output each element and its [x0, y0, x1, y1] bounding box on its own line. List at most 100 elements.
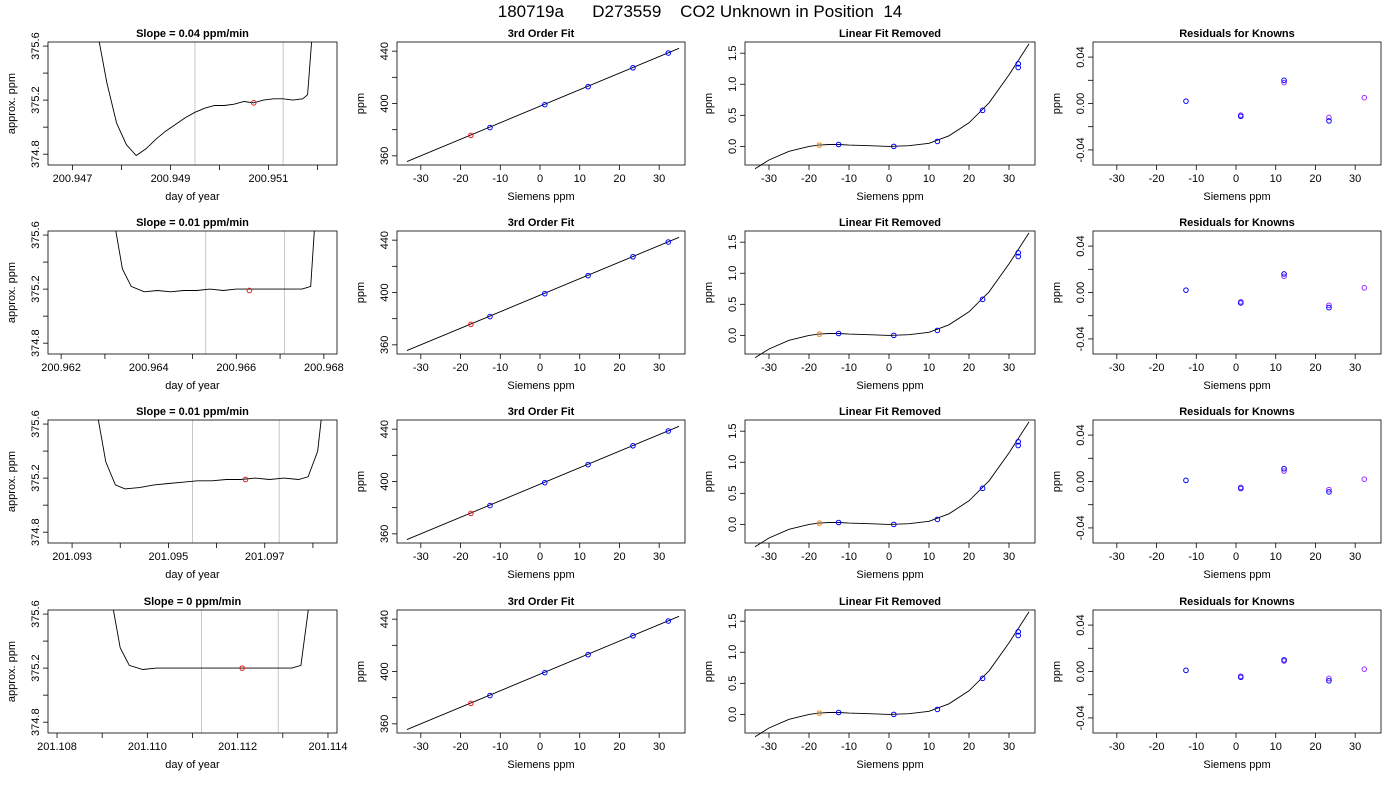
- known-point: [585, 461, 591, 468]
- y-tick-label: 1.0: [727, 645, 739, 660]
- y-tick-label: 0.5: [727, 676, 739, 691]
- y-tick-label: 1.5: [727, 424, 739, 439]
- known-point: [891, 521, 897, 528]
- panel-title: Residuals for Knowns: [1179, 406, 1295, 418]
- panel-title: Residuals for Knowns: [1179, 217, 1295, 229]
- x-tick-label: 201.114: [308, 741, 347, 753]
- y-axis-label: approx. ppm: [6, 73, 18, 134]
- x-tick-label: 0: [1233, 173, 1239, 185]
- x-tick-label: 30: [1003, 551, 1015, 563]
- y-tick-label: 375.6: [30, 32, 42, 60]
- x-tick-label: -30: [761, 362, 777, 374]
- plot-frame: [1092, 41, 1382, 166]
- x-axis-label: Siemens ppm: [1203, 191, 1270, 203]
- x-tick-label: 30: [653, 362, 665, 374]
- x-tick-label: -30: [413, 173, 429, 185]
- y-tick-label: 375.2: [30, 464, 42, 492]
- known-point: [1015, 632, 1022, 639]
- known-point: [979, 296, 986, 303]
- concentration-trace: [115, 231, 315, 293]
- known-point: [585, 83, 591, 90]
- x-axis-label: Siemens ppm: [507, 380, 574, 392]
- known-point: [1015, 60, 1022, 67]
- residual-point: [1237, 300, 1244, 306]
- panel-title: 3rd Order Fit: [508, 596, 575, 608]
- known-point: [1015, 442, 1022, 449]
- y-axis-label: approx. ppm: [6, 451, 18, 512]
- known-point: [541, 669, 548, 676]
- unknown-point: [816, 710, 823, 716]
- x-tick-label: 0: [537, 173, 543, 185]
- x-tick-label: 20: [613, 362, 625, 374]
- x-tick-label: 0: [886, 173, 892, 185]
- x-tick-label: -20: [1149, 741, 1165, 753]
- known-point: [934, 706, 941, 713]
- x-tick-label: 20: [613, 551, 625, 563]
- residual-point: [1361, 285, 1368, 291]
- y-tick-label: 374.8: [30, 140, 42, 168]
- y-axis-label: ppm: [703, 471, 715, 492]
- panel-title: 3rd Order Fit: [508, 406, 575, 418]
- panel-title: Linear Fit Removed: [839, 406, 941, 418]
- unknown-point: [468, 700, 474, 707]
- x-tick-label: -20: [801, 362, 817, 374]
- y-tick-label: 375.6: [30, 221, 42, 249]
- y-tick-label: 375.2: [30, 86, 42, 114]
- x-tick-label: -30: [1109, 362, 1125, 374]
- x-axis-label: Siemens ppm: [1203, 380, 1270, 392]
- plot-frame: [47, 419, 338, 544]
- panel-title: Linear Fit Removed: [839, 596, 941, 608]
- x-tick-label: 200.966: [216, 362, 256, 374]
- y-tick-label: 1.0: [727, 77, 739, 92]
- panel-title: Linear Fit Removed: [839, 217, 941, 229]
- panel-title: Residuals for Knowns: [1179, 596, 1295, 608]
- y-axis-label: ppm: [703, 93, 715, 114]
- known-point: [835, 330, 842, 337]
- x-tick-label: -10: [492, 741, 508, 753]
- x-tick-label: -10: [492, 362, 508, 374]
- y-tick-label: 0.0: [727, 517, 739, 532]
- known-point: [1015, 249, 1022, 256]
- x-tick-label: -10: [492, 173, 508, 185]
- y-tick-label: 1.5: [727, 46, 739, 61]
- cubic-curve: [754, 43, 1030, 170]
- residual-point: [1326, 486, 1332, 493]
- y-tick-label: -0.04: [1075, 326, 1087, 351]
- x-tick-label: 20: [963, 551, 975, 563]
- x-tick-label: 10: [574, 741, 586, 753]
- x-tick-label: 20: [1309, 741, 1321, 753]
- cubic-curve: [754, 232, 1030, 359]
- x-tick-label: 0: [1233, 741, 1239, 753]
- y-tick-label: 0.0: [727, 707, 739, 722]
- y-axis-label: ppm: [355, 661, 367, 682]
- y-axis-label: ppm: [703, 282, 715, 303]
- y-tick-label: 360: [379, 336, 391, 354]
- fit-line: [406, 47, 680, 163]
- x-tick-label: -30: [1109, 741, 1125, 753]
- known-point: [891, 711, 897, 718]
- x-tick-label: -20: [801, 741, 817, 753]
- y-tick-label: 0.00: [1075, 661, 1087, 682]
- y-tick-label: 400: [379, 472, 391, 490]
- y-tick-label: 374.8: [30, 708, 42, 736]
- y-tick-label: 374.8: [30, 329, 42, 357]
- y-axis-label: ppm: [355, 471, 367, 492]
- residual-point: [1326, 677, 1332, 684]
- x-tick-label: -30: [761, 551, 777, 563]
- residual-point: [1326, 118, 1332, 124]
- known-point: [665, 428, 672, 434]
- plot-frame: [1092, 419, 1382, 544]
- plot-frame: [744, 609, 1036, 734]
- x-axis-label: day of year: [165, 191, 220, 203]
- x-tick-label: 201.112: [218, 741, 257, 753]
- x-tick-label: 30: [653, 551, 665, 563]
- residual-point: [1183, 667, 1189, 674]
- x-tick-label: -10: [1188, 551, 1204, 563]
- x-tick-label: 200.962: [41, 362, 81, 374]
- known-point: [665, 50, 672, 56]
- residual-point: [1281, 468, 1287, 474]
- y-axis-label: ppm: [1051, 282, 1063, 303]
- x-tick-label: -10: [841, 173, 857, 185]
- y-axis-label: ppm: [355, 93, 367, 114]
- plot-frame: [396, 41, 686, 166]
